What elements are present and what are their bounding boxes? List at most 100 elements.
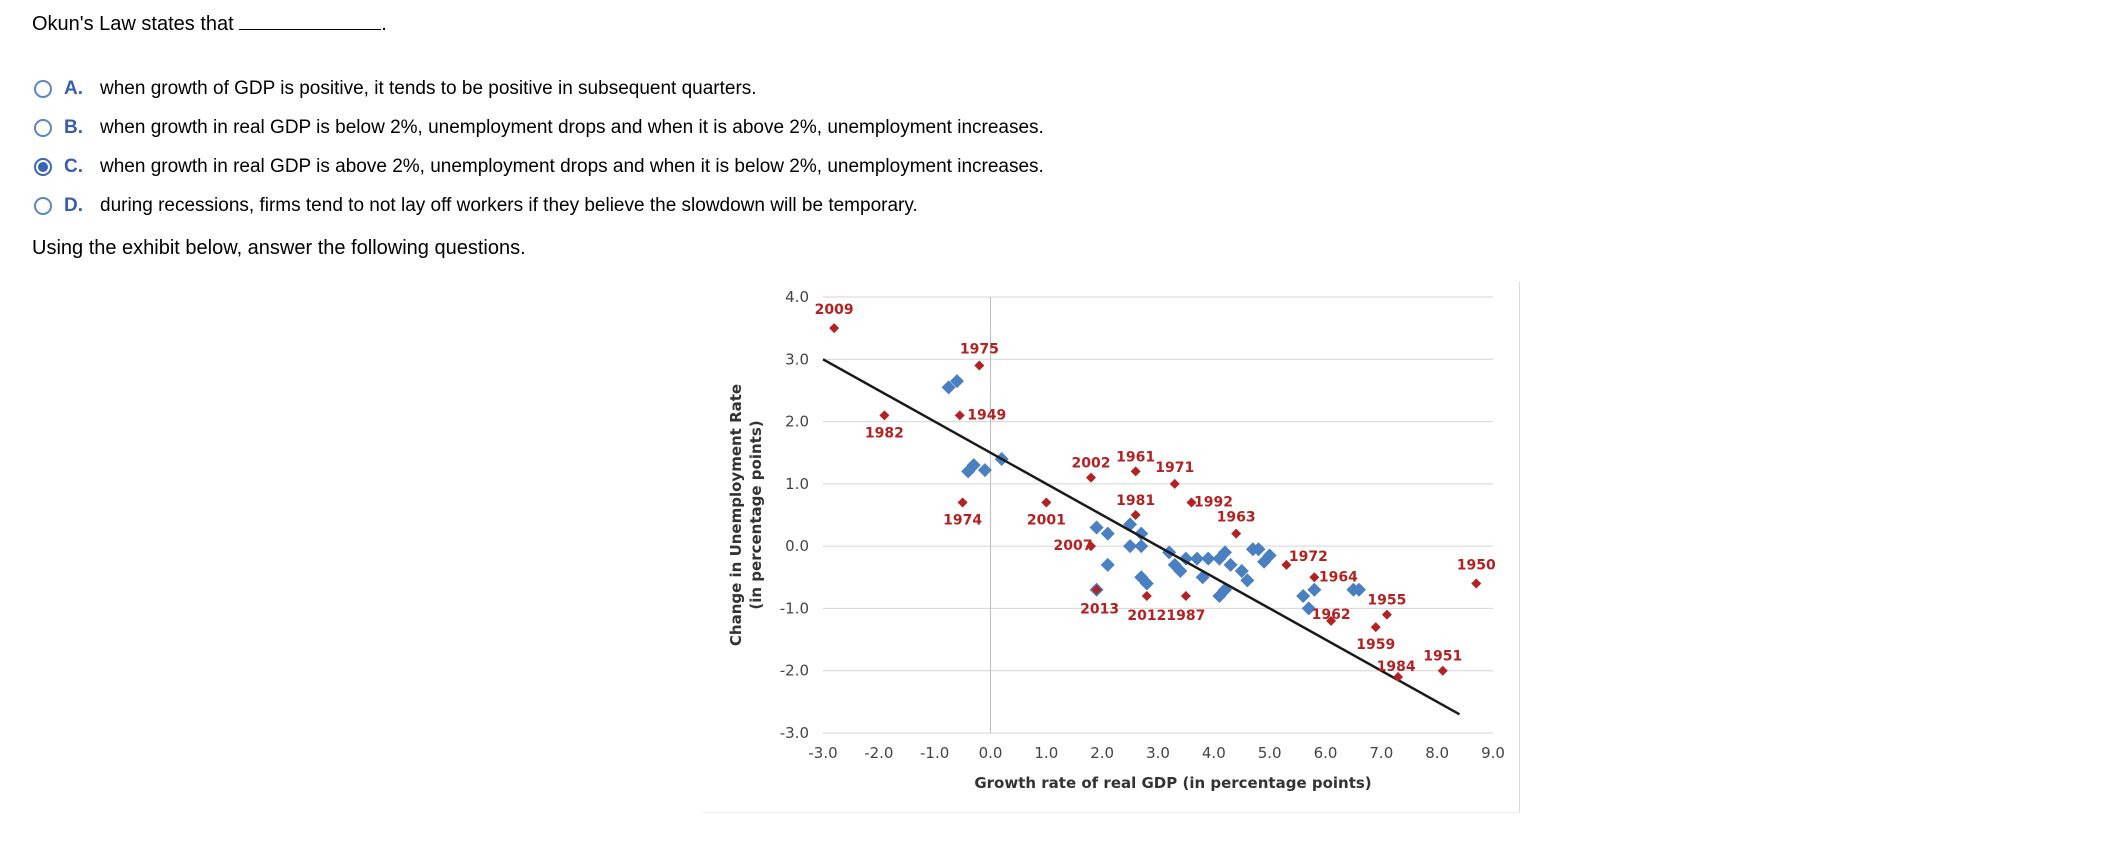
data-point [1123,539,1138,554]
y-tick-label: 3.0 [785,350,809,368]
data-point-2001 [1041,497,1052,508]
data-point-1949 [954,410,965,421]
x-tick-label: 1.0 [1034,744,1058,762]
point-label-2001: 2001 [1027,513,1066,529]
question-text: Okun's Law states that [32,13,234,35]
x-tick-label: 9.0 [1481,744,1505,762]
data-point-1963 [1231,528,1242,539]
data-point-1961 [1130,466,1141,477]
data-point [1352,582,1366,597]
y-tick-label: 1.0 [785,475,809,493]
option-c-radio[interactable] [34,157,52,176]
data-point-1984 [1393,671,1404,682]
okun-scatter-chart: 4.0 3.0 2.0 1.0 0.0 -1.0 -2.0 -3.0 -3.0 -2.0 -1.0 0… [727,288,1505,792]
data-point [950,374,964,389]
data-point-1955 [1381,609,1392,620]
option-b-letter: B. [64,116,83,138]
data-point [1296,588,1311,603]
data-point-1987 [1180,590,1191,601]
x-tick-label: 6.0 [1314,744,1338,762]
data-point-1950 [1471,578,1482,589]
data-point [966,458,981,473]
radio-dot-icon [38,161,48,172]
data-point-1982 [879,410,890,421]
option-c-text: when growth in real GDP is above 2%, une… [100,155,1044,177]
data-point [1212,588,1227,603]
point-label-1964: 1964 [1319,569,1358,585]
data-point [1173,564,1188,579]
point-label-1955: 1955 [1367,593,1406,609]
option-a[interactable]: A. when growth of GDP is positive, it te… [34,69,1044,108]
point-label-1959: 1959 [1356,637,1395,653]
data-point [1167,557,1182,572]
point-label-1981: 1981 [1116,493,1155,509]
y-tick-label: 4.0 [785,288,809,306]
point-label-1975: 1975 [960,342,999,358]
data-point-1981 [1130,510,1141,520]
option-d[interactable]: D. during recessions, firms tend to not … [34,186,1044,225]
option-a-radio[interactable] [34,79,52,98]
option-c-letter: C. [64,155,83,177]
data-point-2012 [1141,590,1152,601]
data-point [1218,545,1232,560]
x-tick-label: -1.0 [920,744,949,762]
data-point [1139,576,1154,591]
y-tick-label: -1.0 [780,599,809,617]
data-point-1972 [1281,559,1292,570]
point-label-2012: 2012 [1127,608,1166,624]
x-axis-label: Growth rate of real GDP (in percentage p… [974,774,1371,792]
data-point [941,380,956,395]
x-tick-label: 0.0 [979,744,1003,762]
y-axis-label: Change in Unemployment Rate (in percentag… [727,384,765,646]
point-label-1974: 1974 [943,513,982,529]
x-tick-label: -2.0 [864,744,893,762]
data-point [961,464,976,479]
data-point [1307,582,1322,597]
x-tick-label: -3.0 [808,744,837,762]
data-point [1234,564,1249,579]
trend-line [822,358,1461,716]
data-point [1223,557,1238,572]
data-point [1100,557,1115,572]
option-a-text: when growth of GDP is positive, it tends… [100,77,757,99]
data-point-1951 [1437,665,1448,676]
data-point-2002 [1086,472,1096,483]
point-label-1961: 1961 [1116,449,1155,465]
option-a-letter: A. [64,77,83,99]
option-b[interactable]: B. when growth in real GDP is below 2%, … [34,108,1044,147]
point-label-1984: 1984 [1377,659,1416,675]
x-tick-label: 5.0 [1258,744,1282,762]
x-tick-label: 2.0 [1090,744,1114,762]
y-tick-label: 0.0 [785,537,809,555]
data-point-1971 [1169,478,1180,489]
data-point [1240,573,1255,588]
data-point-1962 [1326,615,1337,626]
y-tick-label: -2.0 [780,662,809,680]
data-point [1100,526,1115,541]
answer-blank [239,11,382,30]
okun-exhibit: 4.0 3.0 2.0 1.0 0.0 -1.0 -2.0 -3.0 -3.0 -2.0 -1.0 0… [703,282,1520,813]
option-b-radio[interactable] [34,118,52,137]
x-tick-label: 7.0 [1369,744,1393,762]
data-point-1975 [974,360,985,371]
option-d-text: during recessions, firms tend to not lay… [100,194,918,216]
option-c[interactable]: C. when growth in real GDP is above 2%, … [34,147,1044,186]
data-point-1959 [1370,622,1381,633]
point-label-1963: 1963 [1217,510,1256,526]
data-point-2007 [1086,541,1096,552]
point-label-1949: 1949 [967,407,1006,423]
point-label-2013: 2013 [1080,602,1119,618]
point-label-2009: 2009 [815,302,854,318]
data-point [977,463,992,478]
x-tick-label: 3.0 [1146,744,1170,762]
y-tick-label: 2.0 [785,413,809,431]
data-point-1974 [957,497,968,508]
data-point [1201,551,1216,566]
option-d-radio[interactable] [34,196,52,215]
point-label-1992: 1992 [1194,495,1233,511]
point-label-1972: 1972 [1289,549,1328,565]
answer-options: A. when growth of GDP is positive, it te… [34,69,1044,225]
question-prompt: Okun's Law states that . [32,11,387,36]
data-point [1134,539,1149,554]
exhibit-instruction: Using the exhibit below, answer the foll… [32,237,526,259]
